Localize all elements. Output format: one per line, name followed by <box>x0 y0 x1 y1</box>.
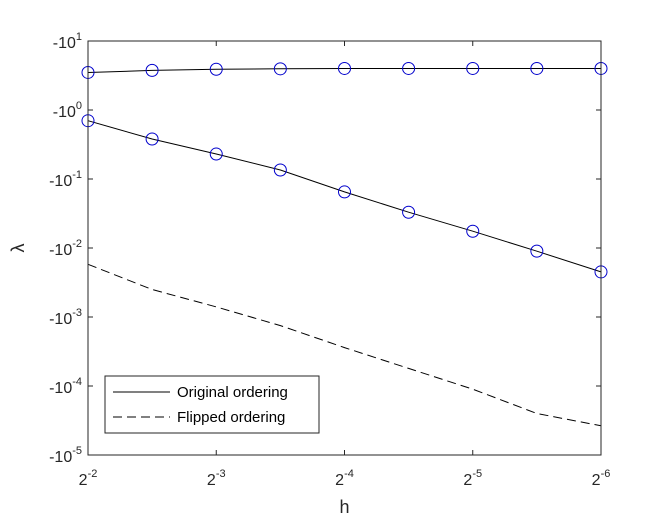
y-tick-exponent: -4 <box>72 376 82 388</box>
y-tick-label: -101 <box>53 31 82 52</box>
y-axis-label: λ <box>8 244 28 253</box>
data-point-marker <box>273 62 287 76</box>
legend-box <box>104 375 320 434</box>
x-tick-label: 2-2 <box>79 468 98 489</box>
x-tick-label: 2-6 <box>592 468 611 489</box>
y-tick-base: -10 <box>53 35 76 52</box>
x-tick-exponent: -5 <box>472 468 482 480</box>
y-tick-label: -100 <box>53 100 82 121</box>
data-point-marker <box>466 61 480 75</box>
data-point-marker <box>145 132 159 146</box>
x-tick-label: 2-5 <box>463 468 482 489</box>
data-point-marker <box>466 224 480 238</box>
ticks-layer: 2-2 2-3 2-4 2-5 2-6-101-100-10-1-10-2-10-3-1… <box>49 31 610 489</box>
data-point-marker <box>145 63 159 77</box>
y-tick-exponent: 1 <box>76 31 82 43</box>
x-tick-base: 2 <box>335 472 344 489</box>
y-tick-label: -10-1 <box>49 169 82 190</box>
y-tick-label: -10-5 <box>49 445 82 466</box>
y-tick-base: -10 <box>49 380 72 397</box>
y-tick-exponent: -3 <box>72 307 82 319</box>
x-tick-exponent: -2 <box>88 468 98 480</box>
y-tick-exponent: -1 <box>72 169 82 181</box>
y-tick-base: -10 <box>53 104 76 121</box>
x-tick-exponent: -4 <box>344 468 354 480</box>
x-axis-label: h <box>339 497 349 517</box>
data-point-marker <box>209 62 223 76</box>
legend-label: Flipped ordering <box>177 409 285 426</box>
y-tick-label: -10-4 <box>49 376 82 397</box>
y-tick-exponent: 0 <box>76 100 82 112</box>
data-point-marker <box>338 185 351 199</box>
data-point-marker <box>402 61 416 75</box>
data-point-marker <box>209 147 223 161</box>
y-tick-base: -10 <box>49 311 72 328</box>
y-tick-base: -10 <box>49 173 72 190</box>
data-point-marker <box>530 61 544 75</box>
x-tick-exponent: -3 <box>216 468 226 480</box>
data-point-marker <box>402 205 416 219</box>
x-tick-exponent: -6 <box>601 468 611 480</box>
legend: Original ordering Flipped ordering <box>104 375 320 434</box>
y-tick-label: -10-3 <box>49 307 82 328</box>
y-tick-exponent: -2 <box>72 238 82 250</box>
series-layer <box>81 61 608 427</box>
legend-label: Original ordering <box>177 384 288 401</box>
y-tick-base: -10 <box>49 449 72 466</box>
series-line-4 <box>87 263 602 427</box>
x-tick-base: 2 <box>79 472 88 489</box>
x-tick-base: 2 <box>207 472 216 489</box>
data-point-marker <box>530 244 544 258</box>
series-line-0 <box>87 68 601 73</box>
x-tick-label: 2-3 <box>207 468 226 489</box>
series-line-1 <box>87 120 602 273</box>
y-tick-base: -10 <box>49 242 72 259</box>
data-point-marker <box>273 163 287 177</box>
x-tick-base: 2 <box>592 472 601 489</box>
y-tick-label: -10-2 <box>49 238 82 259</box>
y-tick-exponent: -5 <box>72 445 82 457</box>
data-point-marker <box>338 61 351 75</box>
x-tick-base: 2 <box>463 472 472 489</box>
x-tick-label: 2-4 <box>335 468 354 489</box>
